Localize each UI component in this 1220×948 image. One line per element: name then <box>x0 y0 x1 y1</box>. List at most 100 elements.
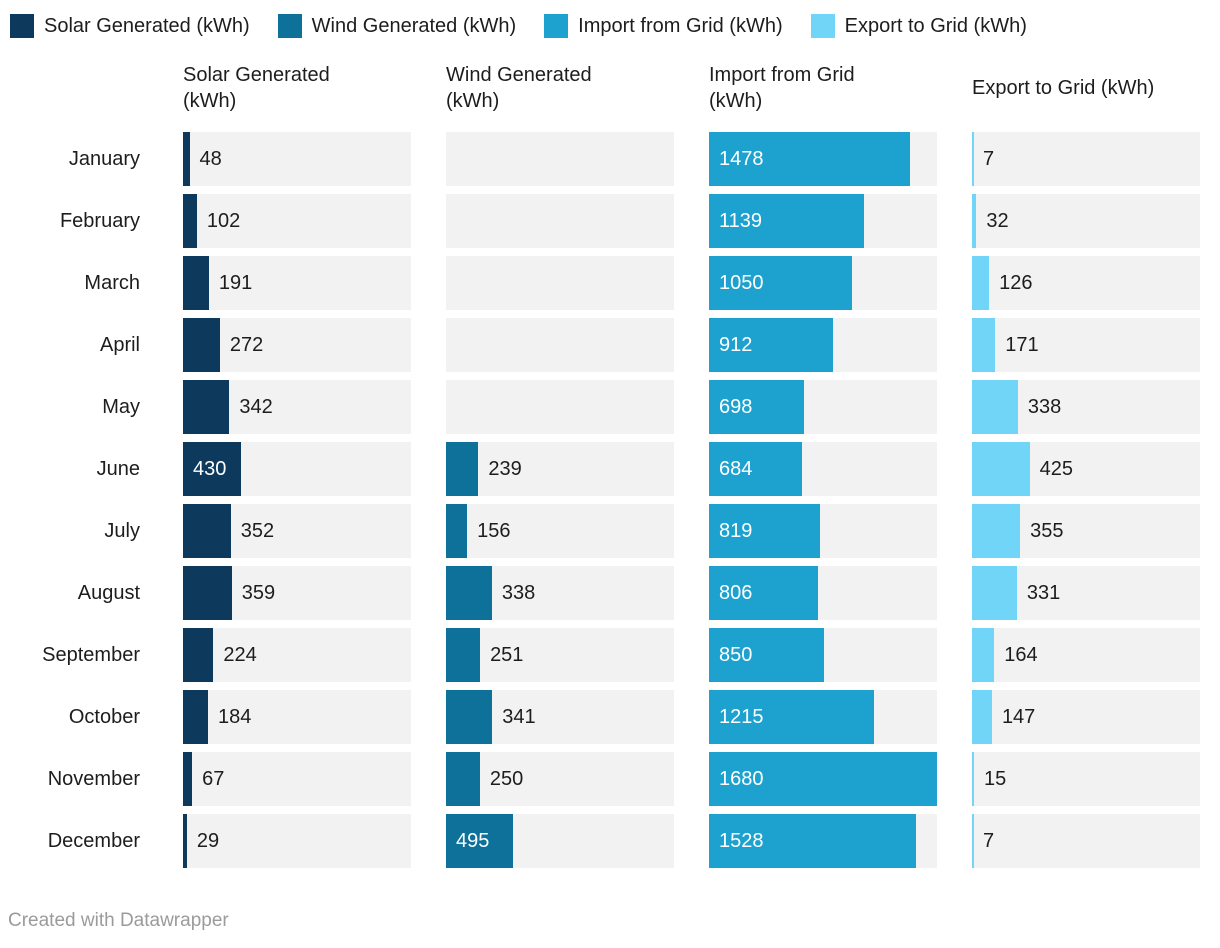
bar-value-label: 147 <box>1001 706 1036 728</box>
bar-track: 147 <box>972 690 1200 744</box>
chart-legend: Solar Generated (kWh) Wind Generated (kWh… <box>0 0 1220 38</box>
bar <box>709 814 917 868</box>
bar-track: 684 <box>709 442 937 496</box>
bar-value-label: 912 <box>719 334 753 356</box>
bar <box>709 380 804 434</box>
bar-track: 1478 <box>709 132 937 186</box>
bar-value-label: 1478 <box>719 148 764 170</box>
column-header: Wind Generated (kWh) <box>446 62 674 114</box>
bar-track: 7 <box>972 814 1200 868</box>
bar <box>446 814 514 868</box>
row-label: July <box>104 519 140 542</box>
bar-value-label: 1139 <box>719 210 763 232</box>
bar-value-label: 184 <box>217 706 252 728</box>
bar-value-label: 430 <box>193 458 227 480</box>
bar-track: 425 <box>972 442 1200 496</box>
bar-value-label: 352 <box>240 520 275 542</box>
bar-track: 1215 <box>709 690 937 744</box>
bar-track: 359 <box>183 566 411 620</box>
bar <box>709 628 825 682</box>
row-label: September <box>42 643 140 666</box>
bar-value-label: 272 <box>229 334 264 356</box>
bar-value-label: 684 <box>719 458 753 480</box>
legend-item: Import from Grid (kWh) <box>544 14 783 38</box>
bar <box>709 256 852 310</box>
bar-track: 698 <box>709 380 937 434</box>
bar <box>972 194 977 248</box>
bar <box>183 194 197 248</box>
bar <box>972 814 974 868</box>
bar-value-label: 806 <box>719 582 753 604</box>
bar <box>183 690 208 744</box>
bar-track: 102 <box>183 194 411 248</box>
bar-value-label: 338 <box>501 582 536 604</box>
bar-value-label: 338 <box>1027 396 1062 418</box>
legend-item: Solar Generated (kWh) <box>10 14 250 38</box>
bar-track: 156 <box>446 504 674 558</box>
bar-value-label: 359 <box>241 582 276 604</box>
column-header-label: Solar Generated (kWh) <box>183 64 330 112</box>
column-header: Import from Grid (kWh) <box>709 62 937 114</box>
bar-track: 272 <box>183 318 411 372</box>
bar-track <box>446 380 674 434</box>
legend-label: Solar Generated (kWh) <box>44 14 250 37</box>
legend-swatch-icon <box>10 14 34 38</box>
column-header-label: Import from Grid (kWh) <box>709 64 855 112</box>
legend-item: Wind Generated (kWh) <box>277 14 517 38</box>
legend-label: Wind Generated (kWh) <box>311 14 517 37</box>
bar <box>446 628 481 682</box>
bar <box>972 566 1017 620</box>
column-header: Solar Generated (kWh) <box>183 62 411 114</box>
bar-track: 1139 <box>709 194 937 248</box>
bar-track: 239 <box>446 442 674 496</box>
datawrapper-credit-link[interactable]: Created with Datawrapper <box>8 910 229 931</box>
bar <box>183 256 209 310</box>
row-label: March <box>84 271 140 294</box>
bar-value-label: 331 <box>1026 582 1061 604</box>
row-label: April <box>99 333 140 356</box>
legend-item: Export to Grid (kWh) <box>810 14 1027 38</box>
row-label: June <box>96 457 140 480</box>
bar-value-label: 171 <box>1005 334 1039 356</box>
bar-value-label: 15 <box>984 768 1007 790</box>
bar-track: 15 <box>972 752 1200 806</box>
column-header: Export to Grid (kWh) <box>972 75 1200 101</box>
bar-value-label: 1528 <box>719 830 764 852</box>
bar-track: 430 <box>183 442 411 496</box>
bar-track: 355 <box>972 504 1200 558</box>
bar <box>183 504 231 558</box>
legend-swatch-icon <box>810 14 835 38</box>
bar <box>446 690 493 744</box>
bar-track: 191 <box>183 256 411 310</box>
bar <box>446 566 492 620</box>
bar-track: 338 <box>972 380 1200 434</box>
bar-value-label: 156 <box>477 520 511 542</box>
bar-track: 164 <box>972 628 1200 682</box>
bar <box>709 566 819 620</box>
bar-track: 331 <box>972 566 1200 620</box>
bar <box>972 752 975 806</box>
bar-value-label: 239 <box>488 458 522 480</box>
row-label: January <box>68 147 140 170</box>
bar-value-label: 495 <box>456 830 490 852</box>
bar-value-label: 1215 <box>719 706 764 728</box>
bar-track: 184 <box>183 690 411 744</box>
bar <box>446 442 479 496</box>
bar <box>972 256 990 310</box>
bar <box>709 194 864 248</box>
bar-track: 32 <box>972 194 1200 248</box>
bar-track: 495 <box>446 814 674 868</box>
bar <box>709 132 910 186</box>
bar-track: 224 <box>183 628 411 682</box>
bar-value-label: 32 <box>986 210 1009 232</box>
bar-value-label: 29 <box>196 830 220 852</box>
bar-track: 1050 <box>709 256 937 310</box>
bar-value-label: 224 <box>223 644 257 666</box>
bar-value-label: 1050 <box>719 272 764 294</box>
bar <box>183 132 190 186</box>
bar-track: 819 <box>709 504 937 558</box>
bar-track: 29 <box>183 814 411 868</box>
bar-track: 171 <box>972 318 1200 372</box>
bar-track: 342 <box>183 380 411 434</box>
bar <box>183 566 232 620</box>
